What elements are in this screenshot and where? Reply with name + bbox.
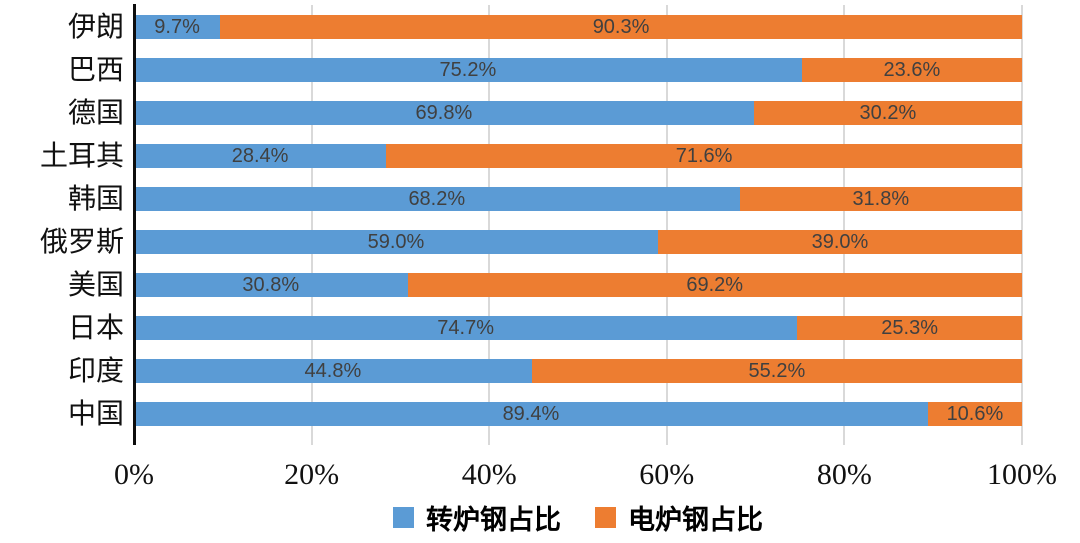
legend-label: 转炉钢占比	[426, 504, 561, 535]
data-label: 74.7%	[437, 317, 495, 339]
bar-segment-电炉钢占比: 10.6%	[927, 402, 1022, 426]
bar-segment-电炉钢占比: 30.2%	[753, 101, 1022, 125]
bar-segment-转炉钢占比: 89.4%	[134, 402, 928, 426]
gridline-20	[310, 5, 313, 445]
x-tick-40: 40%	[461, 458, 517, 491]
bar-segment-转炉钢占比: 30.8%	[134, 273, 408, 297]
data-label: 69.8%	[415, 102, 473, 124]
category-label-土耳其: 土耳其	[39, 140, 124, 171]
data-label: 39.0%	[811, 231, 869, 253]
data-label: 10.6%	[946, 403, 1004, 425]
category-label-日本: 日本	[67, 312, 124, 343]
bar-segment-转炉钢占比: 68.2%	[134, 187, 740, 211]
bar-segment-转炉钢占比: 59.0%	[134, 230, 658, 254]
bar-row-伊朗: 9.7% 90.3%	[134, 15, 1022, 39]
bar-segment-电炉钢占比: 55.2%	[531, 359, 1022, 383]
data-label: 9.7%	[154, 16, 200, 38]
bar-row-韩国: 68.2% 31.8%	[134, 187, 1022, 211]
data-label: 59.0%	[367, 231, 425, 253]
category-label-巴西: 巴西	[67, 54, 124, 85]
category-label-中国: 中国	[67, 398, 124, 429]
x-tick-60: 60%	[639, 458, 695, 491]
category-label-印度: 印度	[67, 355, 124, 386]
bar-row-中国: 89.4% 10.6%	[134, 402, 1022, 426]
category-label-伊朗: 伊朗	[67, 11, 124, 42]
bar-row-德国: 69.8% 30.2%	[134, 101, 1022, 125]
x-tick-80: 80%	[816, 458, 872, 491]
bar-row-印度: 44.8% 55.2%	[134, 359, 1022, 383]
bar-row-日本: 74.7% 25.3%	[134, 316, 1022, 340]
data-label: 23.6%	[883, 59, 941, 81]
bar-row-土耳其: 28.4% 71.6%	[134, 144, 1022, 168]
data-label: 30.2%	[859, 102, 917, 124]
data-label: 89.4%	[502, 403, 560, 425]
bar-segment-转炉钢占比: 44.8%	[134, 359, 532, 383]
bar-segment-电炉钢占比: 69.2%	[407, 273, 1022, 297]
data-label: 31.8%	[852, 188, 910, 210]
bar-row-美国: 30.8% 69.2%	[134, 273, 1022, 297]
legend-item-电炉钢占比: 电炉钢占比	[595, 498, 763, 537]
y-axis-category-labels: 伊朗巴西德国土耳其韩国俄罗斯美国日本印度中国	[0, 5, 124, 445]
category-label-德国: 德国	[67, 97, 124, 128]
legend-swatch-icon	[393, 506, 414, 528]
bar-segment-转炉钢占比: 28.4%	[134, 144, 387, 168]
x-tick-0: 0%	[114, 458, 154, 491]
data-label: 71.6%	[675, 145, 733, 167]
data-label: 90.3%	[592, 16, 650, 38]
bar-segment-电炉钢占比: 31.8%	[739, 187, 1022, 211]
data-label: 55.2%	[748, 360, 806, 382]
x-axis: 0% 20% 40% 60% 80% 100%	[114, 458, 1057, 496]
gridline-40	[488, 5, 491, 445]
data-label: 69.2%	[686, 274, 744, 296]
data-label: 28.4%	[231, 145, 289, 167]
bar-row-巴西: 75.2% 23.6%	[134, 58, 1022, 82]
category-label-美国: 美国	[67, 269, 124, 300]
category-label-韩国: 韩国	[67, 183, 124, 214]
plot-area: 9.7% 90.3% 75.2% 23.6% 69.8% 30.2% 28.4% 71.6% 6…	[133, 4, 1023, 445]
legend: 转炉钢占比 电炉钢占比	[134, 499, 1022, 535]
bar-segment-转炉钢占比: 74.7%	[134, 316, 798, 340]
legend-swatch-icon	[595, 506, 616, 528]
data-label: 68.2%	[408, 188, 466, 210]
bar-segment-转炉钢占比: 9.7%	[134, 15, 221, 39]
y-axis-line	[133, 4, 136, 445]
data-label: 75.2%	[439, 59, 497, 81]
legend-item-转炉钢占比: 转炉钢占比	[393, 498, 561, 537]
bar-segment-电炉钢占比: 90.3%	[220, 15, 1022, 39]
gridline-80	[843, 5, 846, 445]
bar-row-俄罗斯: 59.0% 39.0%	[134, 230, 1022, 254]
bar-segment-电炉钢占比: 39.0%	[657, 230, 1022, 254]
data-label: 30.8%	[242, 274, 300, 296]
category-label-俄罗斯: 俄罗斯	[39, 226, 124, 257]
x-tick-100: 100%	[987, 458, 1057, 491]
gridline-100	[1021, 5, 1023, 445]
x-tick-20: 20%	[284, 458, 340, 491]
legend-label: 电炉钢占比	[628, 504, 763, 535]
bar-segment-电炉钢占比: 71.6%	[386, 144, 1022, 168]
bar-segment-电炉钢占比: 23.6%	[801, 58, 1022, 82]
gridline-60	[665, 5, 668, 445]
data-label: 25.3%	[881, 317, 939, 339]
bar-segment-转炉钢占比: 69.8%	[134, 101, 754, 125]
data-label: 44.8%	[304, 360, 362, 382]
bar-segment-转炉钢占比: 75.2%	[134, 58, 802, 82]
bar-segment-电炉钢占比: 25.3%	[797, 316, 1022, 340]
